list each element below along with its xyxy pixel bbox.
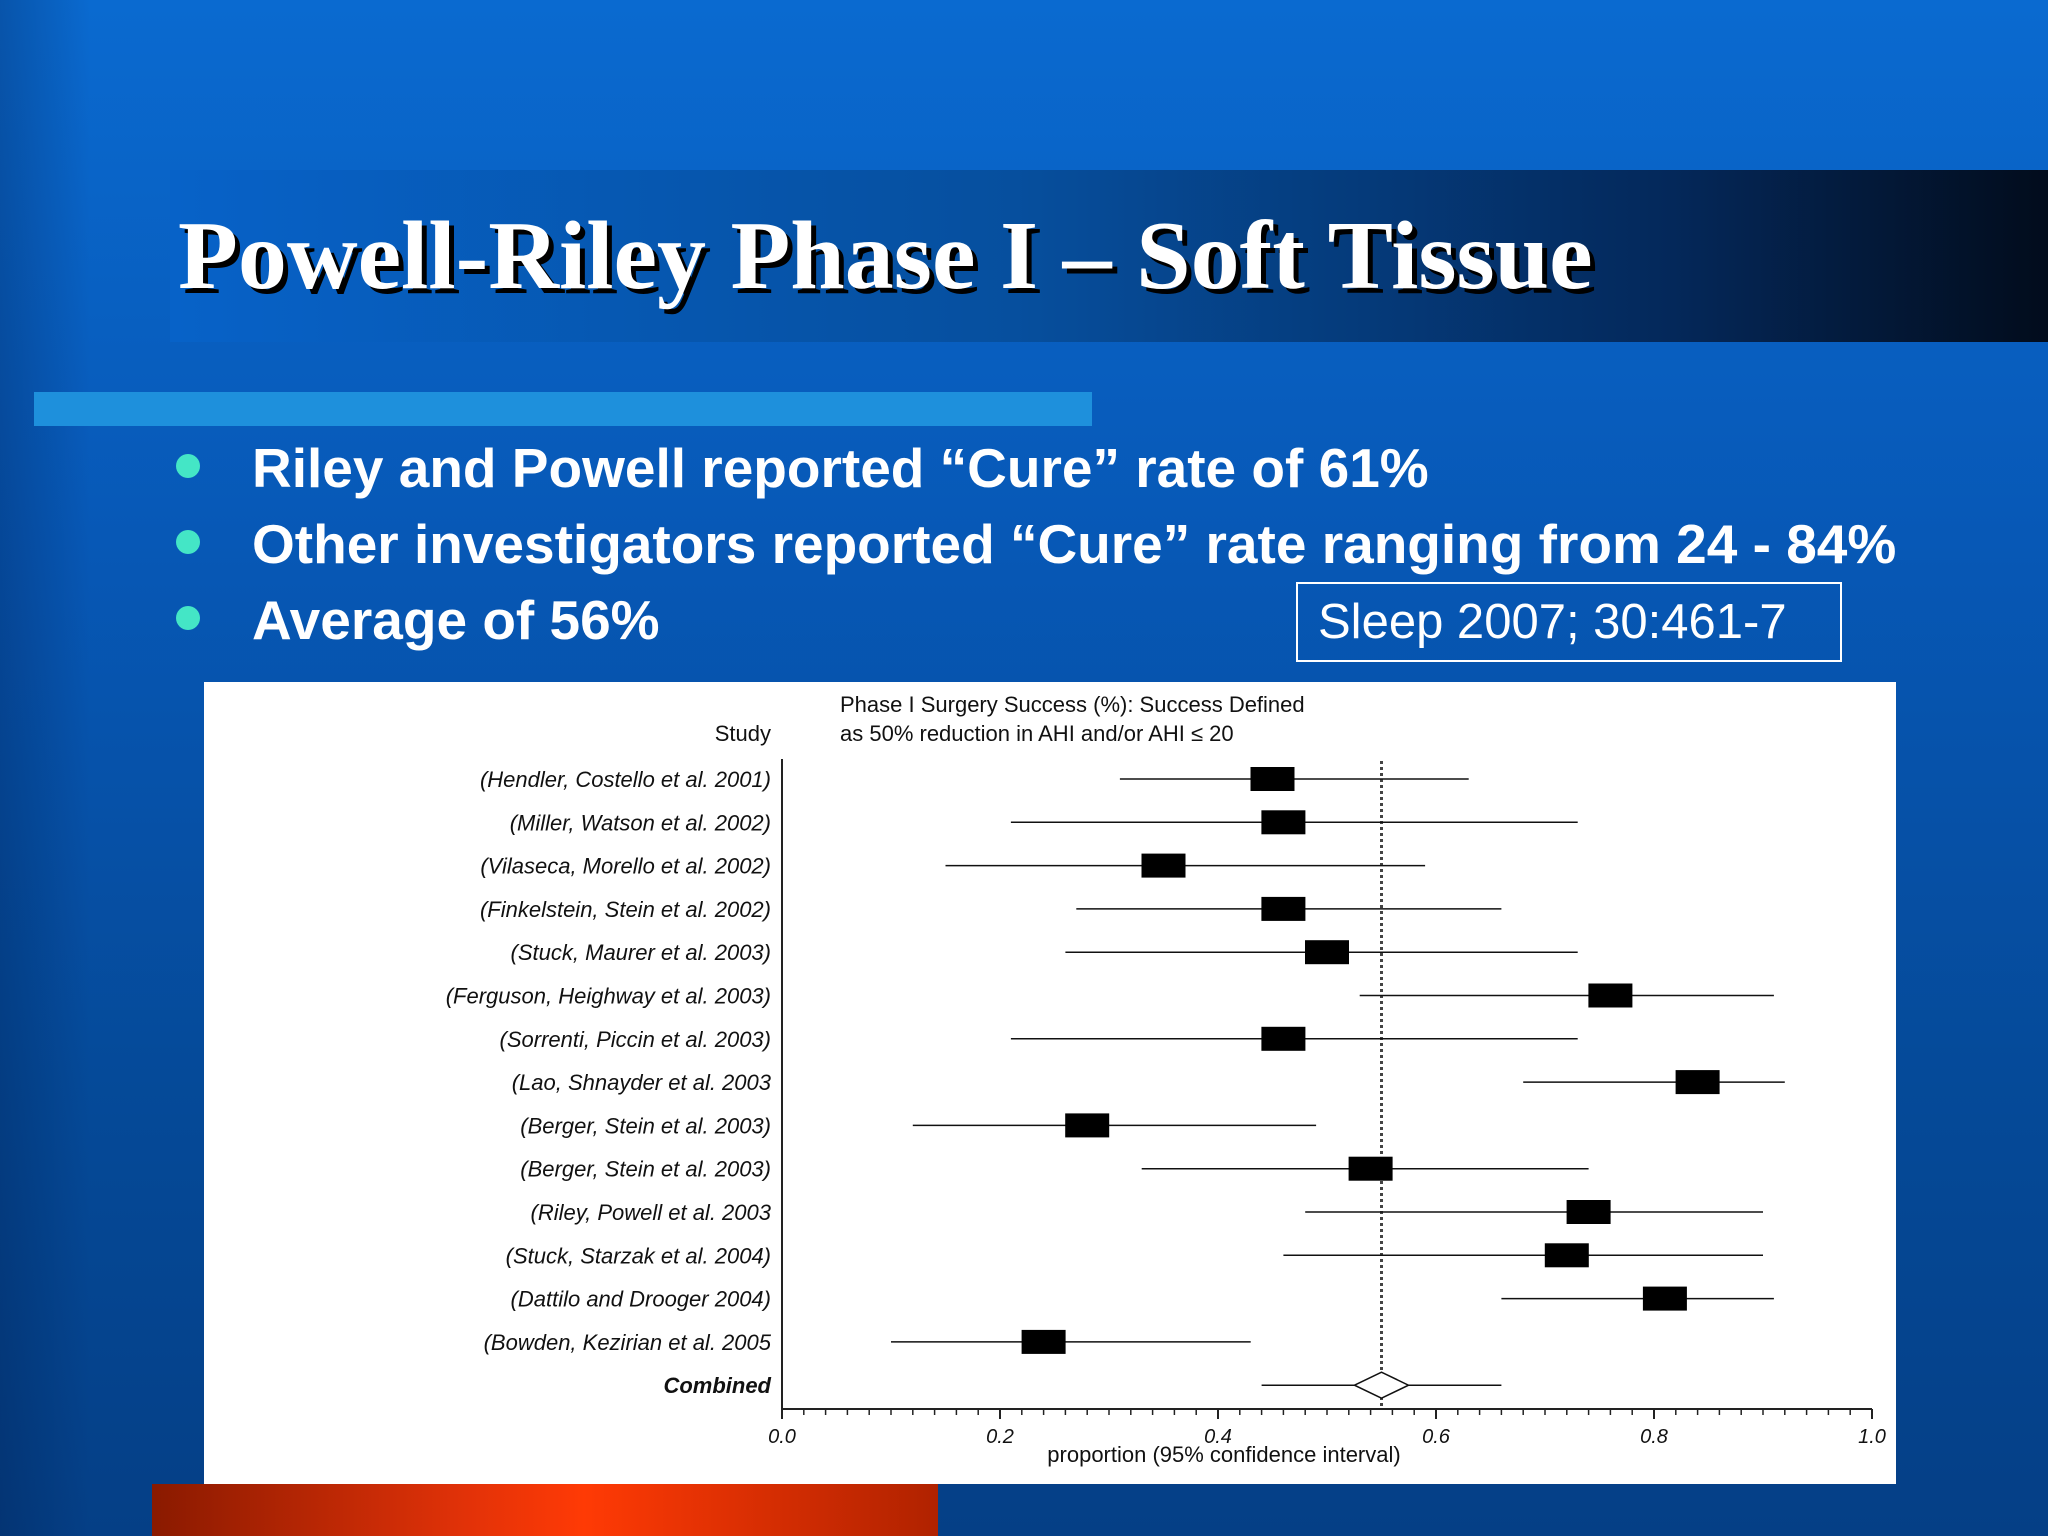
study-label: (Hendler, Costello et al. 2001) [480,767,771,792]
forest-plot: Phase I Surgery Success (%): Success Def… [446,692,1886,1467]
estimate-box [1544,1243,1589,1268]
study-label: (Vilaseca, Morello et al. 2002) [480,854,771,879]
study-label: (Berger, Stein et al. 2003) [520,1113,771,1138]
chart-title-line2: as 50% reduction in AHI and/or AHI ≤ 20 [840,721,1234,746]
study-label: (Sorrenti, Piccin et al. 2003) [500,1027,771,1052]
study-label: (Finkelstein, Stein et al. 2002) [480,897,771,922]
estimate-box [1566,1200,1611,1224]
citation-box: Sleep 2007; 30:461-7 [1296,582,1842,662]
study-label: (Berger, Stein et al. 2003) [520,1157,771,1182]
bullet-dot-icon [176,454,200,478]
study-label: (Bowden, Kezirian et al. 2005 [484,1330,772,1355]
study-header: Study [715,721,771,746]
x-tick-label: 0.0 [768,1426,796,1448]
chart-title-line1: Phase I Surgery Success (%): Success Def… [840,692,1305,717]
estimate-box [1348,1156,1393,1181]
bullet-dot-icon [176,606,200,630]
study-label: (Dattilo and Drooger 2004) [511,1287,771,1312]
estimate-box [1642,1286,1687,1311]
x-tick-label: 0.8 [1640,1426,1668,1448]
study-label: (Stuck, Maurer et al. 2003) [511,940,771,965]
estimate-box [1588,983,1633,1008]
estimate-box [1261,1026,1306,1051]
x-tick-label: 0.6 [1422,1426,1451,1448]
x-tick-label: 1.0 [1858,1426,1886,1448]
combined-label: Combined [663,1373,771,1398]
accent-bar [34,392,1092,426]
left-edge-shade [0,0,90,1536]
bullet-dot-icon [176,530,200,554]
estimate-box [1065,1113,1110,1138]
estimate-box [1261,896,1306,921]
slide-title: Powell-Riley Phase I – Soft Tissue [178,202,1593,310]
estimate-box [1141,853,1186,878]
bullet-text: Other investigators reported “Cure” rate… [252,513,1897,575]
x-tick-label: 0.2 [986,1426,1014,1448]
estimate-box [1305,940,1349,965]
x-axis-label: proportion (95% confidence interval) [1047,1442,1400,1467]
estimate-box [1021,1329,1066,1354]
combined-diamond [1352,1371,1411,1400]
bottom-accent-bar [152,1484,938,1536]
title-band [170,170,2048,342]
study-label: (Miller, Watson et al. 2002) [510,810,771,835]
forest-plot-panel: Phase I Surgery Success (%): Success Def… [204,682,1896,1484]
study-label: (Stuck, Starzak et al. 2004) [506,1243,771,1268]
estimate-box [1675,1070,1720,1095]
bullet-text: Riley and Powell reported “Cure” rate of… [252,437,1429,499]
x-tick-label: 0.4 [1204,1426,1232,1448]
estimate-box [1250,767,1295,791]
study-label: (Lao, Shnayder et al. 2003 [512,1070,772,1095]
study-label: (Ferguson, Heighway et al. 2003) [446,984,771,1009]
study-label: (Riley, Powell et al. 2003 [531,1200,772,1225]
estimate-box [1261,810,1306,835]
bullet-text: Average of 56% [252,589,660,651]
